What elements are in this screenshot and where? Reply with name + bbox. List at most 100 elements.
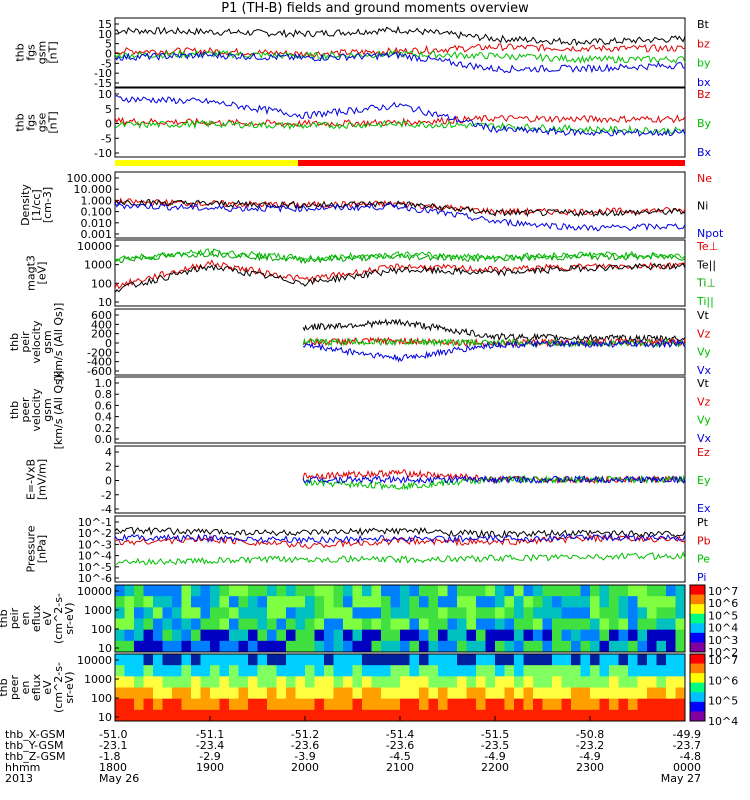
spectrogram-cell [476,596,486,608]
spectrogram-cell [248,585,258,597]
spectrogram-cell [514,596,524,608]
spectrogram-cell [352,618,363,631]
spectrogram-cell [666,596,676,608]
spectrogram-cell [362,687,372,700]
spectrogram-cell [381,676,391,688]
spectrogram-cell [580,607,591,619]
footer-value: -3.9 [294,750,315,763]
spectrogram-cell [514,698,524,711]
spectrogram-cell [628,596,638,608]
spectrogram-cell [438,687,448,700]
spectrogram-cell [580,629,591,642]
spectrogram-cell [666,665,676,677]
spectrogram-cell [333,596,344,608]
spectrogram-cell [400,585,410,597]
spectrogram-cell [533,607,543,619]
series-line-Pb [114,533,686,549]
spectrogram-cell [514,585,524,597]
footer-row-label: thb_Y-GSM [5,739,64,752]
footer-value: May 27 [661,772,701,785]
spectrogram-cell [419,629,429,642]
spectrogram-cell [656,676,667,688]
colorbar-swatch [690,701,705,712]
spectrogram-cell [447,607,458,619]
spectrogram-cell [552,629,562,642]
y-axis-label: thbfgsgse[nT] [14,111,60,133]
spectrogram-cell [352,709,363,722]
spectrogram-cell [324,585,334,597]
spectrogram-cell [229,654,239,666]
spectrogram-cell [134,676,144,688]
spectrogram-cell [466,607,477,619]
spectrogram-cell [305,676,315,688]
spectrogram-cell [248,709,258,722]
spectrogram-cell [257,607,268,619]
spectrogram-cell [286,585,296,597]
footer-value: -2.9 [199,750,220,763]
spectrogram-cell [599,698,610,711]
spectrogram-cell [466,676,477,688]
series-line-Ez [302,469,686,485]
spectrogram-cell [267,676,277,688]
y-tick-label: 1000 [84,259,112,272]
spectrogram-cell [210,618,220,631]
colorbar-swatch [690,642,705,653]
spectrogram-cell [143,585,154,597]
spectrogram-cell [571,596,581,608]
spectrogram-cell [343,585,353,597]
spectrogram-cell [162,618,173,631]
spectrogram-cell [219,709,230,722]
spectrogram-cell [438,607,448,619]
y-tick-label: 100 [91,277,112,290]
spectrogram-cell [200,629,211,642]
spectrogram-cell [438,676,448,688]
spectrogram-cell [523,629,534,642]
spectrogram-cell [447,687,458,700]
spectrogram-cell [219,640,230,653]
spectrogram-cell [428,665,439,677]
spectrogram-cell [219,676,230,688]
spectrogram-cell [428,709,439,722]
spectrogram-cell [419,709,429,722]
footer-value: -51.1 [196,728,224,741]
y-axis-label: E=-VxB[mV/m] [25,459,49,500]
spectrogram-cell [295,629,306,642]
spectrogram-cell [571,629,581,642]
footer-row-label: 2013 [5,772,33,785]
spectrogram-cell [229,687,239,700]
colorbar-swatch [690,623,705,634]
spectrogram-cell [495,607,505,619]
legend-Ni: Ni [697,200,708,213]
spectrogram-cell [609,596,619,608]
spectrogram-cell [172,654,182,666]
spectrogram-cell [238,596,249,608]
spectrogram-cell [438,654,448,666]
spectrogram-cell [333,687,344,700]
spectrogram-cell [466,585,477,597]
colorbar-swatch [690,613,705,624]
y-tick-label: 10^-5 [78,561,112,574]
spectrogram-cell [428,654,439,666]
spectrogram-cell [675,596,686,608]
spectrogram-cell [381,709,391,722]
spectrogram-cell [333,640,344,653]
series-line-Bx [114,95,686,137]
spectrogram-cell [267,665,277,677]
panel-fgs_gse: 10 5 0-5 -10 thbfgsgse[nT] Bz By Bx [14,87,712,160]
spectrogram-cell [457,676,467,688]
spectrogram-cell [229,585,239,597]
footer-value: 2100 [386,761,414,774]
spectrogram-cell [561,585,572,597]
spectrogram-cell [419,596,429,608]
spectrogram-cell [428,585,439,597]
spectrogram-cell [276,629,287,642]
spectrogram-cell [229,629,239,642]
series-line-bz [114,43,686,58]
spectrogram-cell [286,640,296,653]
spectrogram-cell [552,709,562,722]
spectrogram-cell [257,698,268,711]
y-tick-label: 1000 [84,673,112,686]
spectrogram-cell [343,676,353,688]
spectrogram-cell [457,629,467,642]
